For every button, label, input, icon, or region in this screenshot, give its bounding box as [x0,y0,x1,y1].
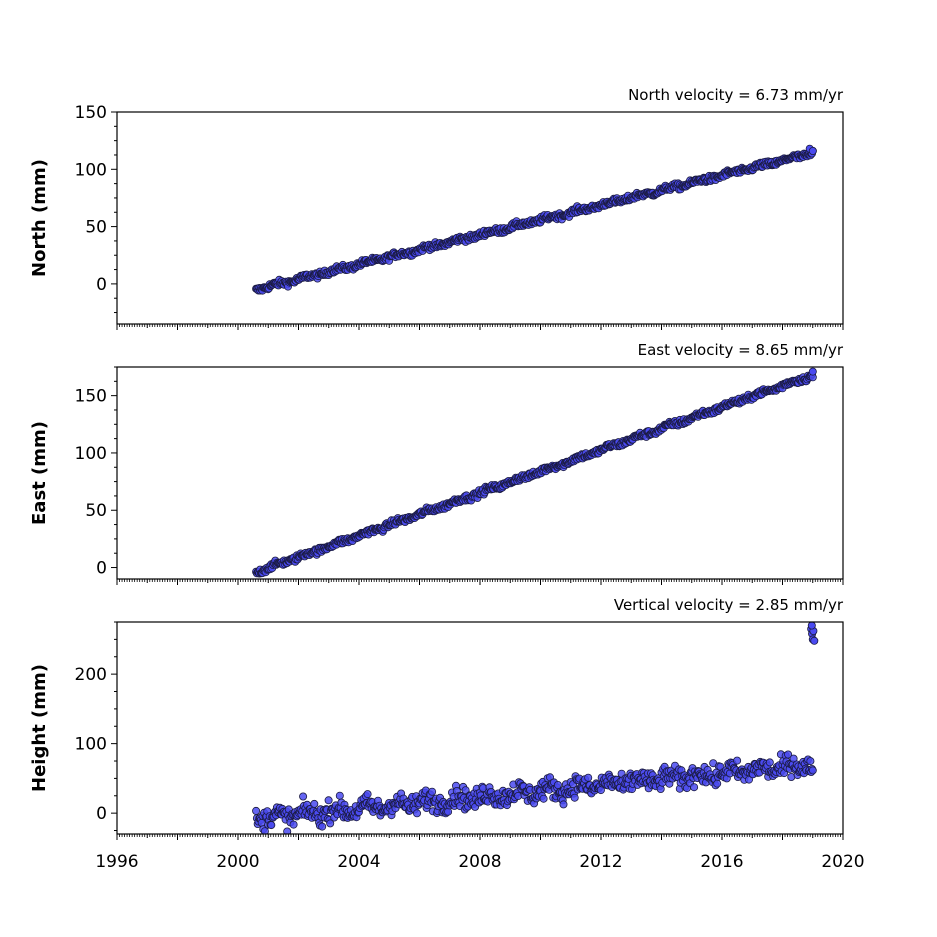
height-data-point [260,827,269,834]
xtick-label: 2012 [579,852,622,872]
height-data-point [559,800,568,809]
north-ytick-label: 0 [96,275,107,295]
north-axes-frame [116,111,844,325]
north-panel: 0 50 100 150 North (mm) North velocity = 6.73… [29,86,844,330]
height-data-point [318,822,327,831]
north-velocity-title: North velocity = 6.73 mm/yr [628,86,844,104]
east-ytick-label: 0 [96,559,107,579]
height-data-point [570,793,579,802]
north-ytick-label: 50 [85,218,107,238]
height-data-point [428,787,437,796]
height-data-point [326,819,335,828]
height-data-point [461,786,470,795]
north-ylabel: North (mm) [29,159,50,277]
height-data-point [810,636,819,645]
east-data-point [808,367,817,376]
height-data-point [283,827,292,834]
height-panel: 0 100 200 1996 2000 2004 2008 2012 2016 2020 Heigh… [29,596,865,872]
height-data-point [553,781,562,790]
height-data-point [806,757,815,766]
height-data-point [733,756,742,765]
height-data-point [808,766,817,775]
height-data-point [539,794,548,803]
height-ytick-label: 200 [75,665,107,685]
xtick-label: 2000 [216,852,259,872]
height-data-point [784,750,793,759]
height-data-point [807,622,816,630]
height-data-point [252,806,261,815]
height-data-points [252,622,819,834]
height-velocity-title: Vertical velocity = 2.85 mm/yr [614,596,844,614]
xtick-label: 2004 [337,852,380,872]
height-data-point [289,820,298,829]
height-data-point [690,783,699,792]
east-ytick-label: 100 [75,444,107,464]
xtick-label: 2020 [821,852,864,872]
north-ytick-label: 150 [75,103,107,123]
xtick-label: 2008 [458,852,501,872]
height-data-point [584,773,593,782]
height-ylabel: Height (mm) [29,664,50,792]
north-ytick-label: 100 [75,160,107,180]
height-data-point [596,786,605,795]
height-data-point [363,790,372,799]
east-ylabel: East (mm) [29,421,50,525]
north-data-points [252,144,817,295]
height-data-point [310,799,319,808]
xtick-label: 1996 [95,852,138,872]
height-ytick-label: 100 [75,735,107,755]
east-ytick-label: 150 [75,387,107,407]
north-data-point [808,146,817,155]
east-ytick-label: 50 [85,501,107,521]
xtick-label: 2016 [700,852,743,872]
height-data-point [765,758,774,767]
east-velocity-title: East velocity = 8.65 mm/yr [638,341,844,359]
height-data-point [412,809,421,818]
height-ytick-label: 0 [96,804,107,824]
height-data-point [324,796,333,805]
height-data-point [335,791,344,800]
height-data-point [267,821,276,830]
height-data-point [299,792,308,801]
east-panel: 0 50 100 150 East (mm) East velocity = 8.65 m… [29,341,844,585]
east-data-points [252,367,817,578]
height-data-point [713,779,722,788]
